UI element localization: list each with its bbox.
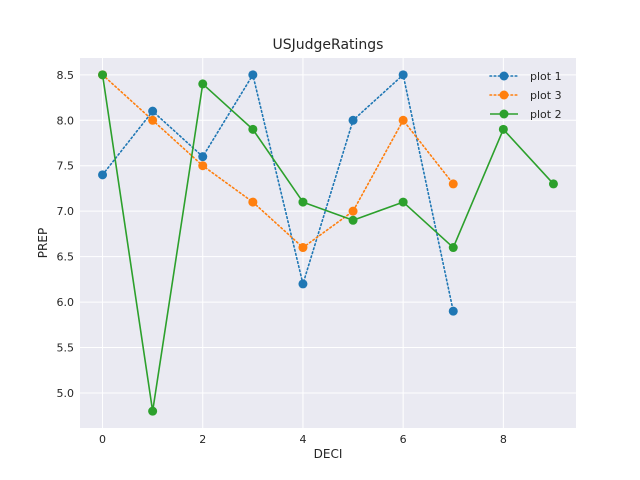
data-point-plot-2 bbox=[248, 124, 258, 134]
series-plot-2 bbox=[98, 70, 558, 416]
data-point-plot-3 bbox=[148, 115, 158, 125]
data-point-plot-1 bbox=[198, 152, 208, 162]
series-line-plot-3 bbox=[101, 74, 455, 249]
data-point-plot-2 bbox=[98, 70, 108, 80]
data-point-plot-2 bbox=[498, 124, 508, 134]
y-tick-label: 7.5 bbox=[57, 160, 75, 173]
data-point-plot-3 bbox=[298, 243, 308, 253]
data-point-plot-1 bbox=[398, 70, 408, 80]
legend-marker bbox=[499, 90, 509, 100]
data-point-plot-2 bbox=[548, 179, 558, 189]
x-tick-label: 4 bbox=[299, 433, 306, 446]
series-line-plot-2 bbox=[101, 74, 555, 412]
data-point-plot-2 bbox=[148, 406, 158, 416]
x-tick-label: 8 bbox=[500, 433, 507, 446]
data-point-plot-3 bbox=[248, 197, 258, 207]
y-tick-label: 5.0 bbox=[57, 387, 75, 400]
data-point-plot-1 bbox=[248, 70, 258, 80]
data-point-plot-1 bbox=[448, 306, 458, 316]
y-tick-label: 8.5 bbox=[57, 69, 75, 82]
data-point-plot-3 bbox=[198, 161, 208, 171]
y-tick-label: 8.0 bbox=[57, 114, 75, 127]
data-point-plot-2 bbox=[448, 243, 458, 253]
data-point-plot-2 bbox=[198, 79, 208, 89]
series-plot-3 bbox=[98, 70, 458, 253]
x-axis-label: DECI bbox=[314, 447, 343, 461]
series-plot-1 bbox=[98, 70, 458, 316]
data-point-plot-1 bbox=[98, 170, 108, 180]
legend-item-plot-3: plot 3 bbox=[489, 89, 562, 102]
y-tick-label: 7.0 bbox=[57, 205, 75, 218]
data-point-plot-3 bbox=[448, 179, 458, 189]
y-tick-label: 5.5 bbox=[57, 342, 75, 355]
data-point-plot-1 bbox=[348, 115, 358, 125]
y-tick-label: 6.0 bbox=[57, 296, 75, 309]
series-line-plot-1 bbox=[101, 74, 455, 312]
y-tick-label: 6.5 bbox=[57, 251, 75, 264]
legend-item-plot-2: plot 2 bbox=[490, 108, 562, 121]
x-tick-label: 2 bbox=[199, 433, 206, 446]
data-point-plot-3 bbox=[348, 206, 358, 216]
data-point-plot-1 bbox=[148, 106, 158, 116]
data-point-plot-1 bbox=[298, 279, 308, 289]
data-point-plot-3 bbox=[398, 115, 408, 125]
x-tick-label: 0 bbox=[99, 433, 106, 446]
legend-label: plot 3 bbox=[530, 89, 562, 102]
data-point-plot-2 bbox=[298, 197, 308, 207]
legend-marker bbox=[499, 71, 509, 81]
legend: plot 1 plot 3 plot 2 bbox=[489, 70, 562, 121]
x-tick-label: 6 bbox=[400, 433, 407, 446]
legend-label: plot 2 bbox=[530, 108, 562, 121]
y-tick-labels: 5.0 5.5 6.0 6.5 7.0 7.5 8.0 8.5 bbox=[57, 69, 75, 400]
series-group bbox=[98, 70, 558, 416]
data-point-plot-2 bbox=[348, 215, 358, 225]
x-tick-labels: 0 2 4 6 8 bbox=[99, 433, 507, 446]
y-axis-label: PREP bbox=[36, 228, 50, 258]
legend-label: plot 1 bbox=[530, 70, 562, 83]
legend-marker bbox=[499, 109, 509, 119]
data-point-plot-2 bbox=[398, 197, 408, 207]
legend-item-plot-1: plot 1 bbox=[489, 70, 562, 83]
chart-title: USJudgeRatings bbox=[273, 37, 384, 53]
